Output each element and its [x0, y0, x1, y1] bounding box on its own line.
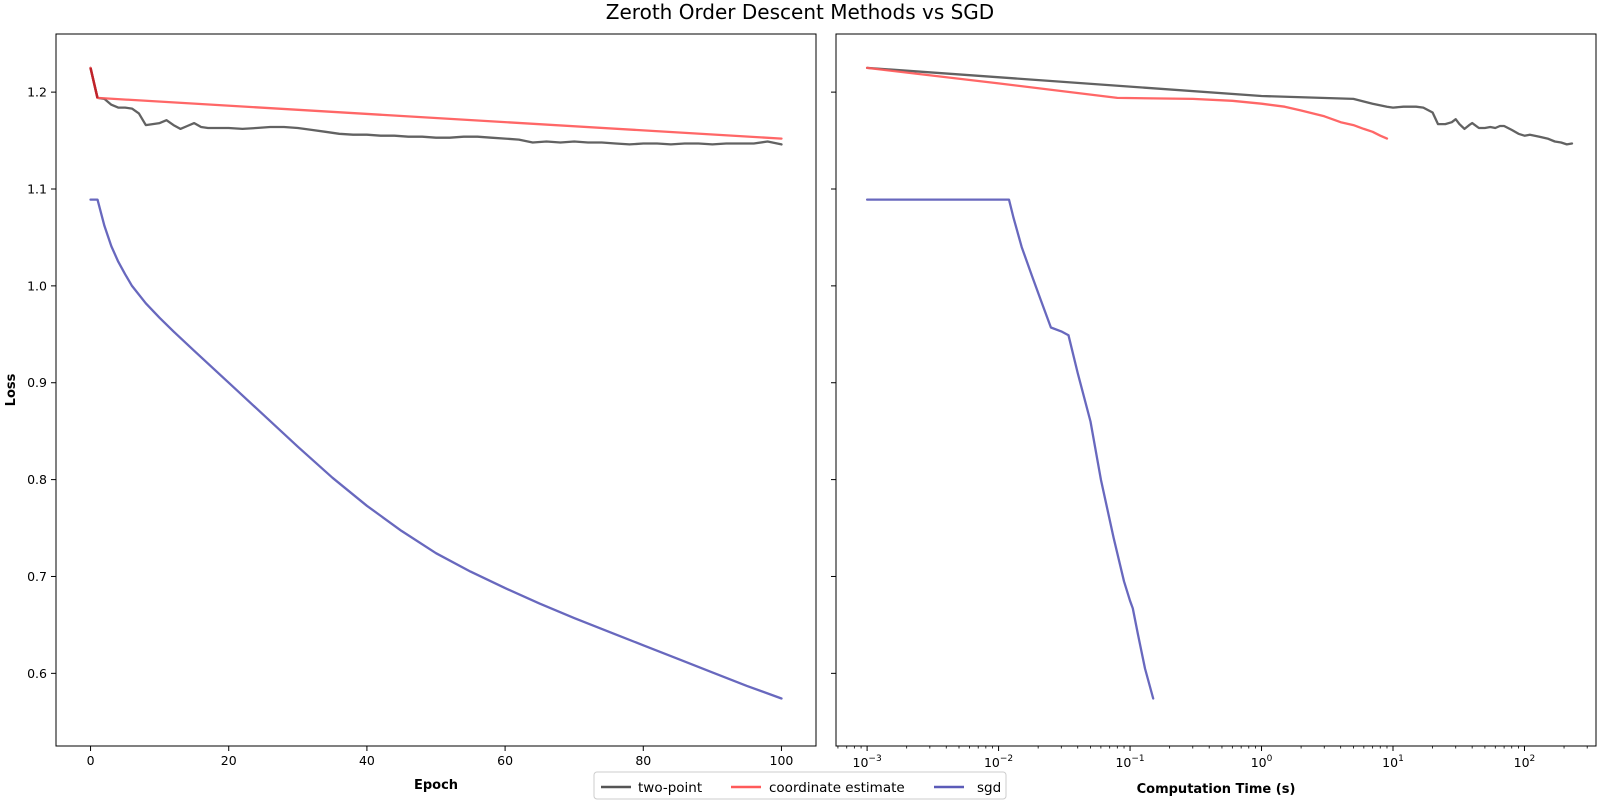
legend: two-point coordinate estimate sgd	[593, 771, 1007, 800]
left-xtick-label: 40	[359, 753, 375, 768]
left-ytick-label: 1.1	[27, 181, 47, 196]
left-ytick-label: 0.9	[27, 375, 47, 390]
right-xtick-label: 100	[1251, 754, 1273, 770]
right-series-two-point-line	[865, 66, 1574, 146]
left-xtick-label: 20	[221, 753, 237, 768]
left-xtick-label: 60	[497, 753, 513, 768]
left-x-axis-label: Epoch	[414, 778, 458, 793]
legend-label-coordinate-estimate: coordinate estimate	[769, 780, 905, 796]
left-series-sgd-line	[89, 198, 783, 700]
right-series-coordinate-estimate-line	[865, 66, 1389, 140]
right-plot: 10−3 10−2 10−1 100 101 102 Computation Time (s…	[831, 33, 1597, 797]
left-series-group	[89, 66, 783, 700]
left-ytick-label: 0.6	[27, 666, 47, 681]
right-xtick-label: 10−3	[853, 754, 882, 770]
legend-frame	[593, 771, 1007, 800]
left-overlap-segment	[89, 67, 99, 99]
right-x-axis-label: Computation Time (s)	[1137, 782, 1296, 797]
right-xtick-label: 10−1	[1115, 754, 1144, 770]
right-axes-frame	[835, 33, 1597, 747]
left-series-coordinate-estimate-line	[89, 66, 783, 140]
left-y-axis-label: Loss	[4, 373, 19, 406]
right-xtick-label: 102	[1514, 754, 1536, 770]
legend-label-sgd: sgd	[977, 780, 1001, 796]
right-xtick-label: 101	[1382, 754, 1404, 770]
right-xtick-label: 10−2	[984, 754, 1013, 770]
left-xtick-label: 100	[770, 753, 794, 768]
right-series-sgd-line	[865, 198, 1155, 700]
right-series-group	[865, 66, 1574, 700]
left-ytick-label: 1.0	[27, 278, 47, 293]
left-xtick-label: 80	[635, 753, 651, 768]
left-ytick-label: 0.7	[27, 569, 47, 584]
left-xtick-label: 0	[87, 753, 95, 768]
left-ytick-label: 0.8	[27, 472, 47, 487]
chart-title: Zeroth Order Descent Methods vs SGD	[606, 0, 994, 24]
left-ytick-label: 1.2	[27, 85, 47, 100]
left-plot: 0.6 0.7 0.8 0.9 1.0 1.1 1.2 0 20 40 60 80 100 Epoch Lo…	[4, 33, 817, 793]
left-series-two-point-line	[89, 66, 783, 146]
legend-label-two-point: two-point	[638, 780, 702, 796]
left-axes-frame	[55, 33, 817, 747]
